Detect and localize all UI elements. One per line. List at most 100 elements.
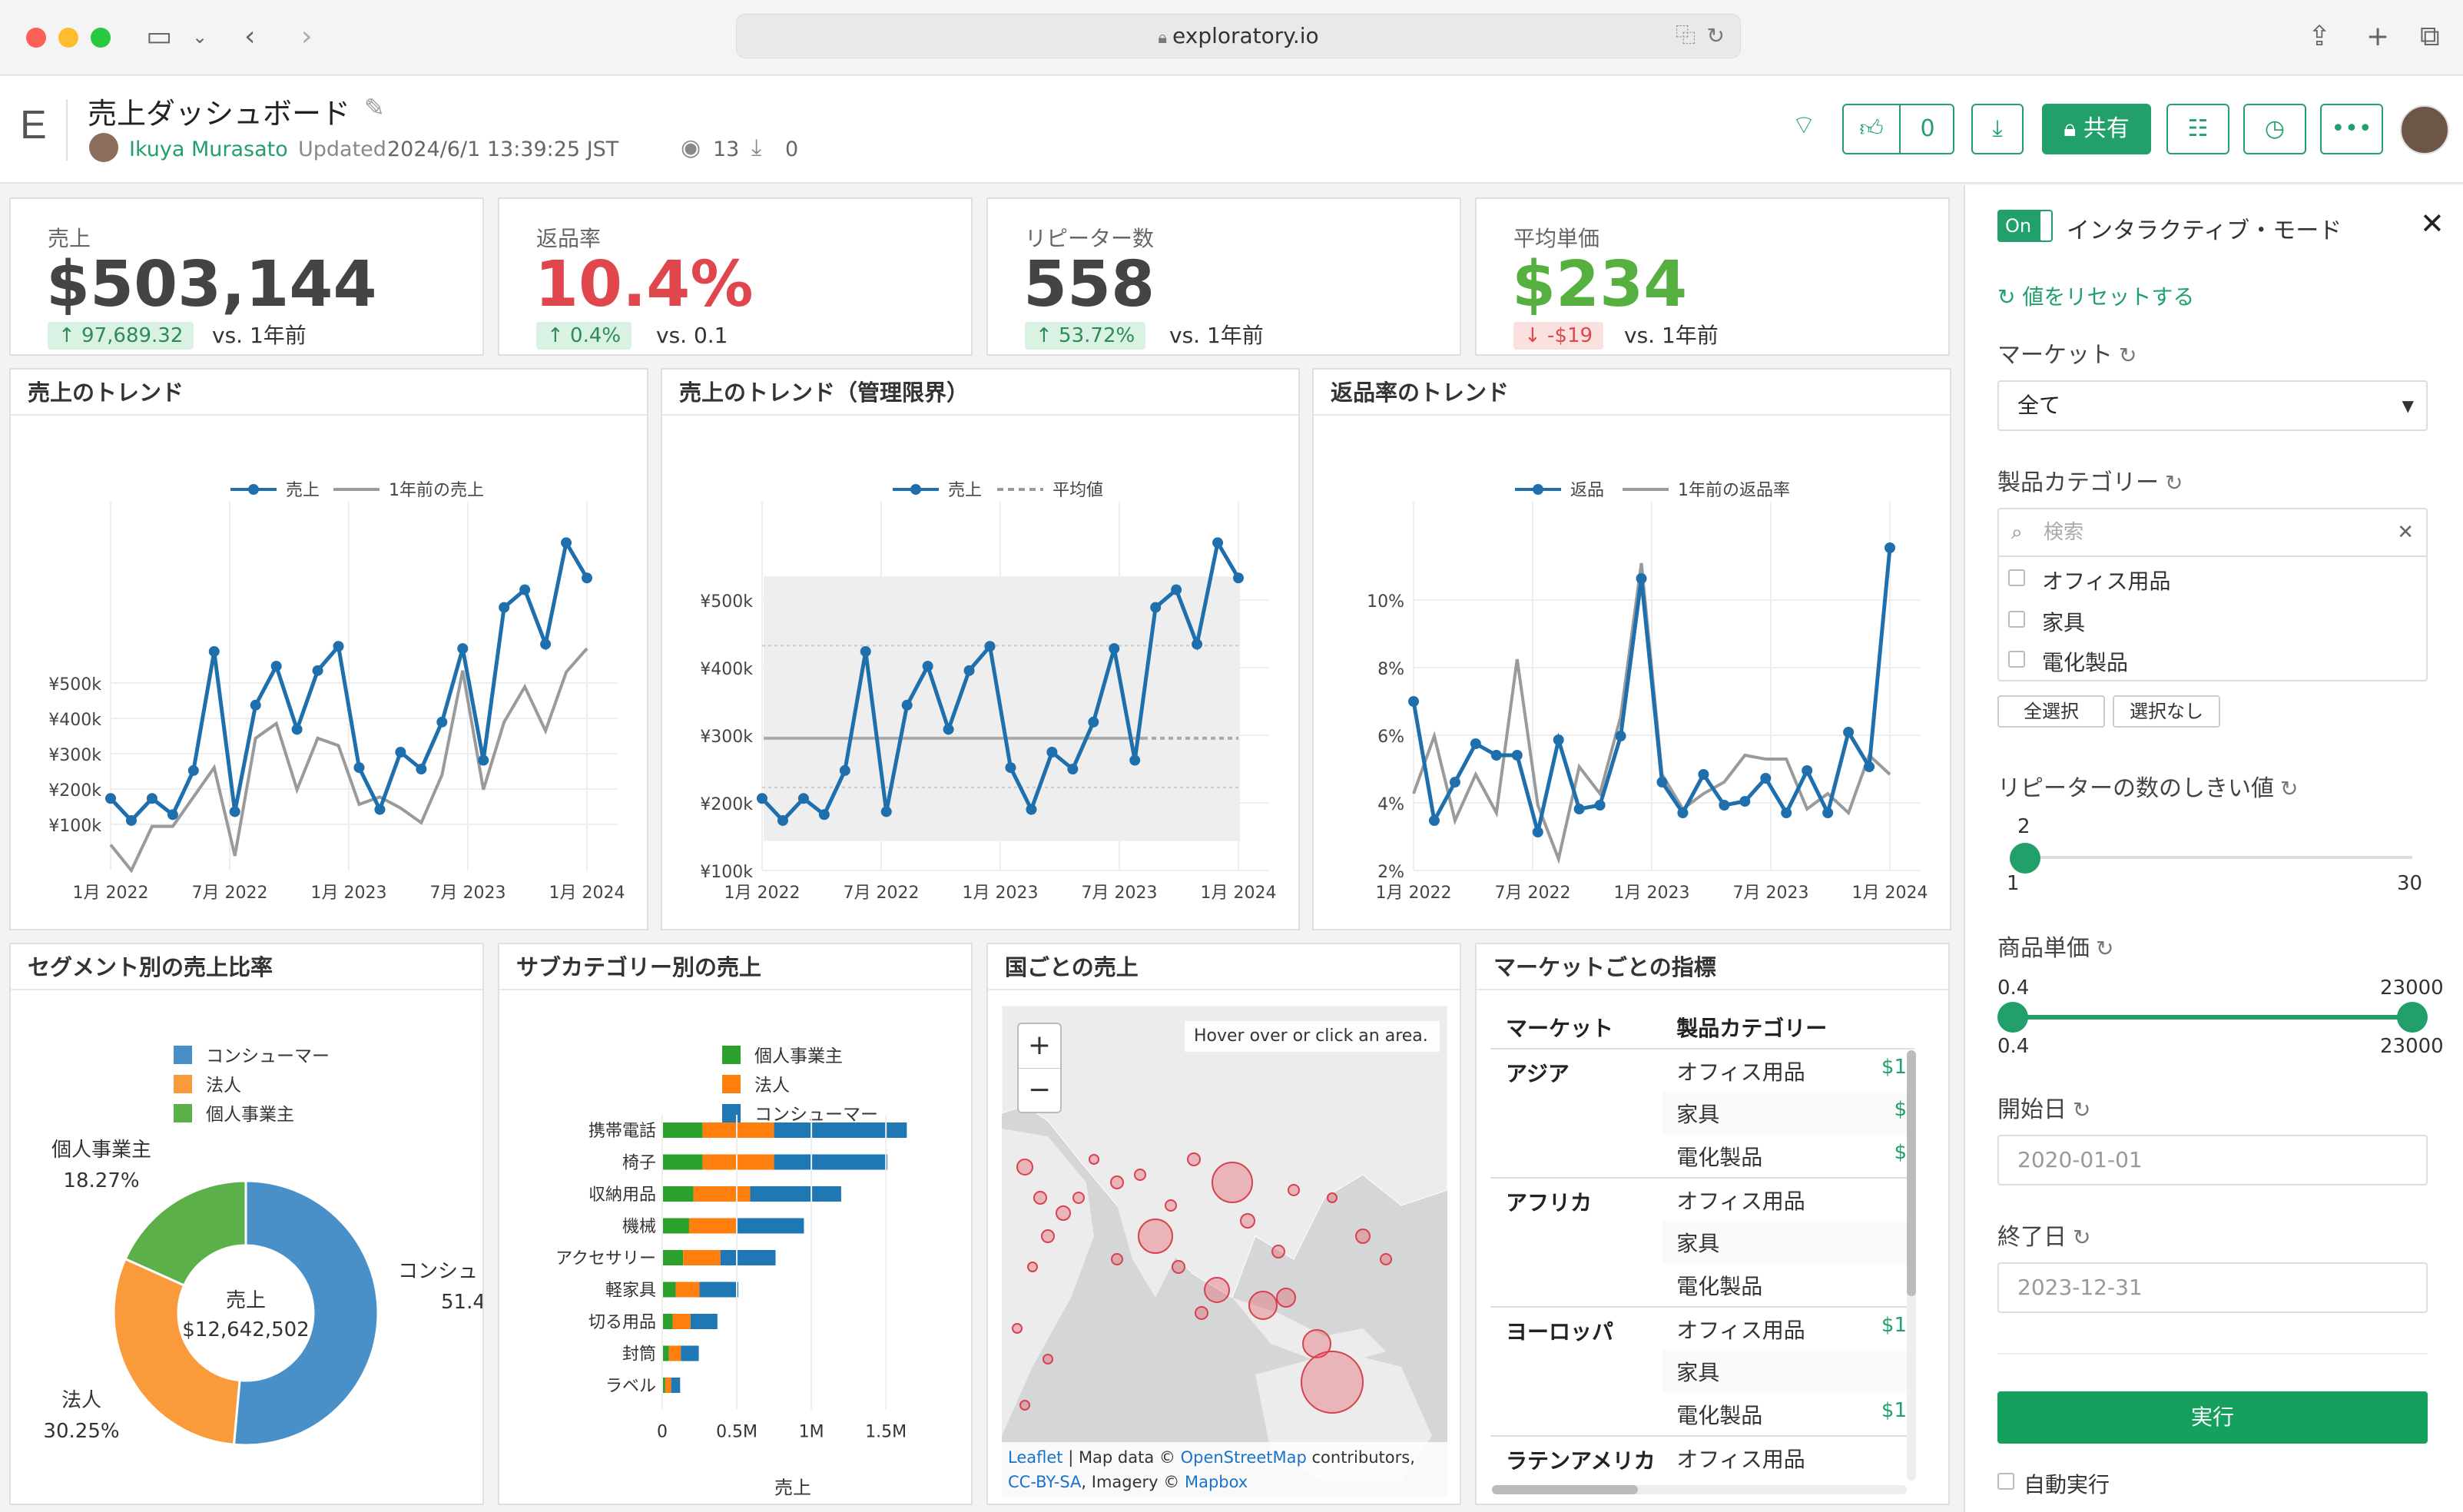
chevron-down-icon[interactable]: ⌄ [192,26,208,48]
table-row[interactable]: アジア オフィス用品 $1 [1490,1049,1914,1092]
wifi-icon[interactable]: ⌔ [1792,110,1816,141]
table-header[interactable]: マーケット [1506,1015,1614,1041]
map-bubble [1027,1262,1038,1272]
close-window-button[interactable] [26,28,46,48]
horizontal-scrollbar[interactable] [1492,1485,1907,1494]
kpi-vs: vs. 1年前 [1169,323,1264,348]
refresh-icon[interactable]: ↻ [2165,470,2183,496]
end-date-input[interactable]: 2023-12-31 [1997,1262,2428,1313]
close-icon[interactable]: ✕ [2420,207,2445,240]
more-button[interactable]: ••• [2320,104,2383,154]
new-tab-icon[interactable]: + [2366,21,2390,52]
threshold-slider-handle[interactable] [2009,843,2040,874]
mapbox-link[interactable]: Mapbox [1184,1473,1248,1491]
y-tick-label: 携帯電話 [588,1122,656,1141]
table-row[interactable]: アフリカ オフィス用品 [1490,1178,1914,1221]
tabs-overview-icon[interactable]: ⧉ [2420,21,2440,52]
table-row[interactable]: 電化製品 $1 [1490,1393,1914,1436]
checkbox-electronics[interactable] [2008,651,2025,668]
table-row[interactable]: 電化製品 $ [1490,1135,1914,1178]
panel-return-trend: 返品率のトレンド 2% 4% 6% 8% 10% 1月 2022 7月 2022 1月 202… [1312,368,1951,930]
reset-link[interactable]: ↻ 値をリセットする [1997,280,2194,311]
refresh-icon[interactable]: ↻ [2073,1097,2091,1122]
download-button[interactable]: ⤓ [1971,104,2024,154]
data-point [1490,750,1502,761]
table-row[interactable]: ヨーロッパ オフィス用品 $1 [1490,1307,1914,1350]
interactive-mode-toggle[interactable]: On [1997,210,2053,242]
table-row[interactable]: ラテンアメリカ オフィス用品 [1490,1436,1914,1479]
author-link[interactable]: Ikuya Murasato [129,138,288,161]
table-header[interactable]: 製品カテゴリー [1676,1015,1828,1041]
refresh-icon[interactable]: ↻ [2119,343,2137,368]
refresh-icon[interactable]: ↻ [2280,776,2299,801]
scrollbar-thumb[interactable] [1907,1050,1916,1296]
reload-icon[interactable]: ↻ [1706,23,1725,48]
market-select[interactable]: 全て ▼ [1997,380,2428,431]
like-button[interactable]: 👍︎ 0 [1842,104,1954,154]
map-bubble [1240,1213,1255,1228]
checkbox-office[interactable] [2008,569,2025,586]
vertical-scrollbar[interactable] [1907,1050,1916,1480]
start-date-label: 開始日 ↻ [1997,1090,2090,1124]
cc-link[interactable]: CC-BY-SA [1008,1473,1082,1491]
market-table-wrap[interactable]: マーケット 製品カテゴリー アジア オフィス用品 $1 家具 $ 電化製品 $ アフリカ オフィ… [1490,1006,1914,1482]
threshold-slider-track[interactable] [2013,856,2412,859]
zoom-out-button[interactable]: − [1027,1074,1052,1106]
bar-segment [737,1218,804,1234]
return-trend-chart[interactable]: 2% 4% 6% 8% 10% 1月 2022 7月 2022 1月 2023 7月 2023 1… [1314,417,1950,930]
price-slider-range[interactable] [2013,1015,2412,1020]
y-tick-label: ¥200k [700,795,753,814]
y-tick-label: 8% [1377,660,1404,679]
edit-icon[interactable]: ✎ [364,93,385,122]
table-row[interactable]: 家具 $ [1490,1092,1914,1135]
select-none-button[interactable]: 選択なし [2113,695,2220,728]
checkbox-furniture[interactable] [2008,611,2025,628]
minimize-window-button[interactable] [58,28,78,48]
scrollbar-thumb[interactable] [1492,1485,1638,1494]
data-point [312,665,323,676]
subcategory-bar-chart[interactable]: 個人事業主法人コンシューマー携帯電話椅子収納用品機械アクセサリー軽家具切る用品封… [499,992,971,1505]
start-date-input[interactable]: 2020-01-01 [1997,1135,2428,1185]
forward-icon[interactable]: › [301,21,313,52]
category-cell: オフィス用品 [1676,1188,1805,1214]
zoom-in-button[interactable]: + [1019,1024,1060,1069]
table-row[interactable]: 家具 [1490,1221,1914,1264]
user-avatar[interactable] [2400,105,2449,154]
share-icon[interactable]: ⇪ [2308,21,2332,52]
data-point [291,724,303,735]
translate-icon[interactable]: ⿻ [1675,25,1696,48]
view-count: 13 [713,138,740,161]
data-point [757,793,767,804]
address-bar[interactable]: 🔒︎ exploratory.io ⿻ ↻ [736,14,1741,58]
table-row[interactable]: 家具 [1490,1350,1914,1393]
app-logo[interactable]: E [20,103,47,148]
leaflet-link[interactable]: Leaflet [1008,1448,1063,1467]
select-all-button[interactable]: 全選択 [1997,695,2105,728]
auto-run-checkbox[interactable] [1997,1473,2014,1490]
y-tick-label: ラベル [605,1377,656,1396]
kpi-value: $503,144 [46,248,377,321]
sales-control-chart[interactable]: ¥100k ¥200k ¥300k ¥400k ¥500k 1月 2022 7月 2022 1… [662,417,1298,930]
back-icon[interactable]: ‹ [244,21,256,52]
map-bubble [1288,1184,1300,1196]
run-button[interactable]: 実行 [1997,1391,2428,1444]
toggle-knob [2040,211,2051,240]
osm-link[interactable]: OpenStreetMap [1180,1448,1307,1467]
table-row[interactable]: 電化製品 [1490,1264,1914,1307]
price-slider-high-handle[interactable] [2397,1002,2428,1033]
sidebar-toggle-icon[interactable]: ▭ [146,21,173,52]
share-button[interactable]: 🔒︎ 共有 [2042,104,2151,154]
price-slider-low-handle[interactable] [1997,1002,2028,1033]
sales-trend-chart[interactable]: ¥100k ¥200k ¥300k ¥400k ¥500k 1月 2022 7月 2022 1… [11,417,647,930]
refresh-icon[interactable]: ↻ [2073,1225,2091,1250]
category-search-input[interactable]: ⌕ 検索 ✕ [1999,509,2426,557]
segment-donut-chart[interactable]: 売上$12,642,502コンシューマー法人個人事業主コンシュ51.4法人30.… [11,992,482,1505]
price-min: 0.4 [1997,1035,2030,1058]
map-bubble [1016,1159,1033,1175]
schedule-button[interactable]: ◷ [2243,104,2306,154]
maximize-window-button[interactable] [91,28,111,48]
clear-icon[interactable]: ✕ [2397,521,2414,544]
settings-button[interactable]: ☷ [2166,104,2229,154]
world-map[interactable]: Hover over or click an area. + − Leaflet… [1002,1006,1447,1497]
refresh-icon[interactable]: ↻ [2096,936,2114,961]
